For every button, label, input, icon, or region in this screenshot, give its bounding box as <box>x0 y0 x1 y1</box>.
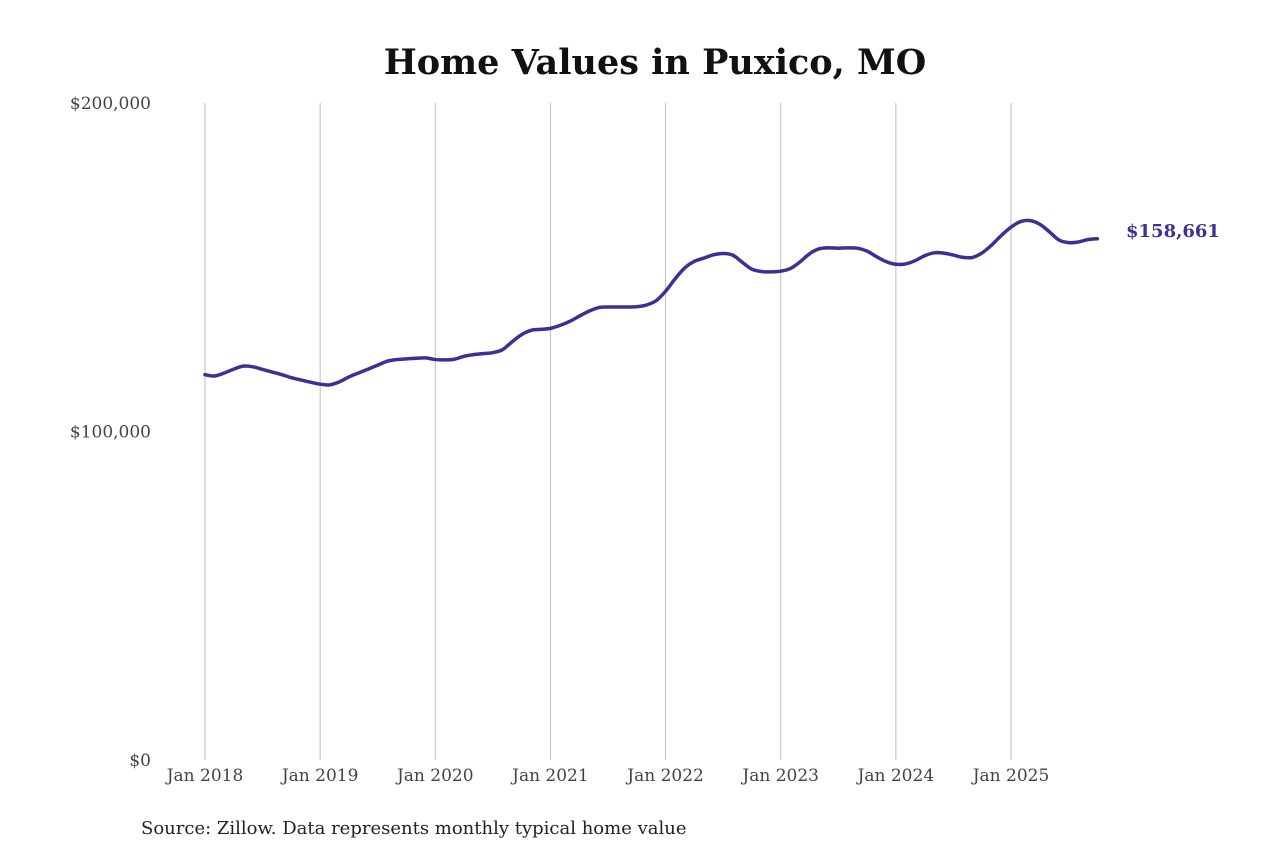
chart-title: Home Values in Puxico, MO <box>384 42 927 83</box>
y-tick-label: $100,000 <box>70 423 151 443</box>
x-axis-ticks: Jan 2018 Jan 2019 Jan 2020 Jan 2021 Jan 2022… <box>165 766 1050 786</box>
x-tick-label: Jan 2025 <box>971 766 1050 786</box>
x-tick-label: Jan 2018 <box>165 766 244 786</box>
x-tick-label: Jan 2020 <box>395 766 474 786</box>
y-tick-label: $200,000 <box>70 94 151 114</box>
x-tick-label: Jan 2019 <box>280 766 359 786</box>
x-tick-label: Jan 2022 <box>625 766 704 786</box>
x-tick-label: Jan 2024 <box>856 766 935 786</box>
source-note: Source: Zillow. Data represents monthly … <box>141 818 687 839</box>
x-tick-label: Jan 2023 <box>740 766 819 786</box>
home-value-line <box>203 218 1100 387</box>
y-tick-label: $0 <box>129 751 151 771</box>
latest-value-label: $158,661 <box>1126 221 1220 242</box>
gridlines <box>204 103 1012 760</box>
y-axis-ticks: $0 $100,000 $200,000 <box>70 94 151 771</box>
x-tick-label: Jan 2021 <box>510 766 589 786</box>
